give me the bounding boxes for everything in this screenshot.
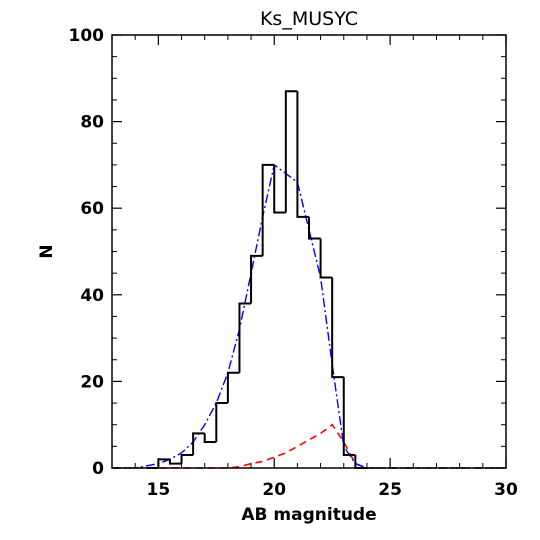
x-axis-label: AB magnitude [241, 505, 376, 525]
x-tick-label: 30 [494, 480, 518, 500]
axes-layer: 15 20 25 30 0 20 40 60 80 100 [69, 26, 518, 500]
histogram-bin [342, 377, 356, 457]
histogram-bin [308, 216, 321, 240]
y-tick-label: 60 [80, 199, 104, 219]
x-tick-label: 25 [378, 480, 402, 500]
histogram-bin [284, 90, 298, 213]
histogram-bin [192, 432, 205, 456]
series-layer [112, 90, 506, 469]
histogram-bin [238, 302, 252, 373]
histogram-bin [296, 91, 309, 218]
series-line-red [112, 423, 506, 469]
histogram-bin [180, 454, 194, 464]
y-tick-label: 80 [80, 113, 104, 133]
y-tick-label: 0 [92, 459, 104, 479]
y-tick-label: 40 [80, 286, 104, 306]
x-tick-label: 20 [262, 480, 286, 500]
plot-frame [111, 34, 507, 469]
chart-title: Ks_MUSYC [260, 8, 358, 30]
y-axis-label: N [37, 244, 57, 258]
y-tick-label: 100 [69, 26, 105, 46]
y-tick-label: 20 [80, 372, 104, 392]
histogram-bin [215, 402, 228, 443]
histogram-bin [168, 459, 182, 465]
histogram-bin [203, 433, 217, 444]
histogram-bin [250, 254, 263, 304]
histogram-bin [273, 164, 286, 214]
histogram-bin [226, 371, 240, 404]
x-tick-label: 15 [147, 480, 171, 500]
histogram-bin [261, 163, 275, 256]
histogram-bin [319, 238, 333, 279]
series-line-blue [112, 163, 506, 469]
histogram-bin [331, 277, 344, 379]
